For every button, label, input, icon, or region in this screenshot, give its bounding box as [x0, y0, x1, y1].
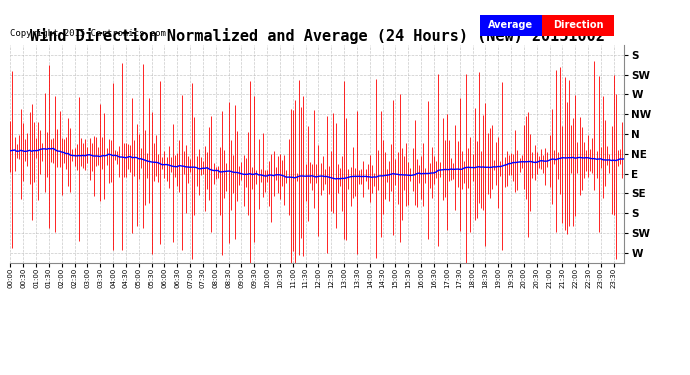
Text: Direction: Direction — [553, 20, 603, 30]
Text: Average: Average — [488, 20, 533, 30]
Title: Wind Direction Normalized and Average (24 Hours) (New) 20151002: Wind Direction Normalized and Average (2… — [30, 28, 605, 44]
Text: Copyright 2015 Cartronics.com: Copyright 2015 Cartronics.com — [10, 28, 166, 38]
